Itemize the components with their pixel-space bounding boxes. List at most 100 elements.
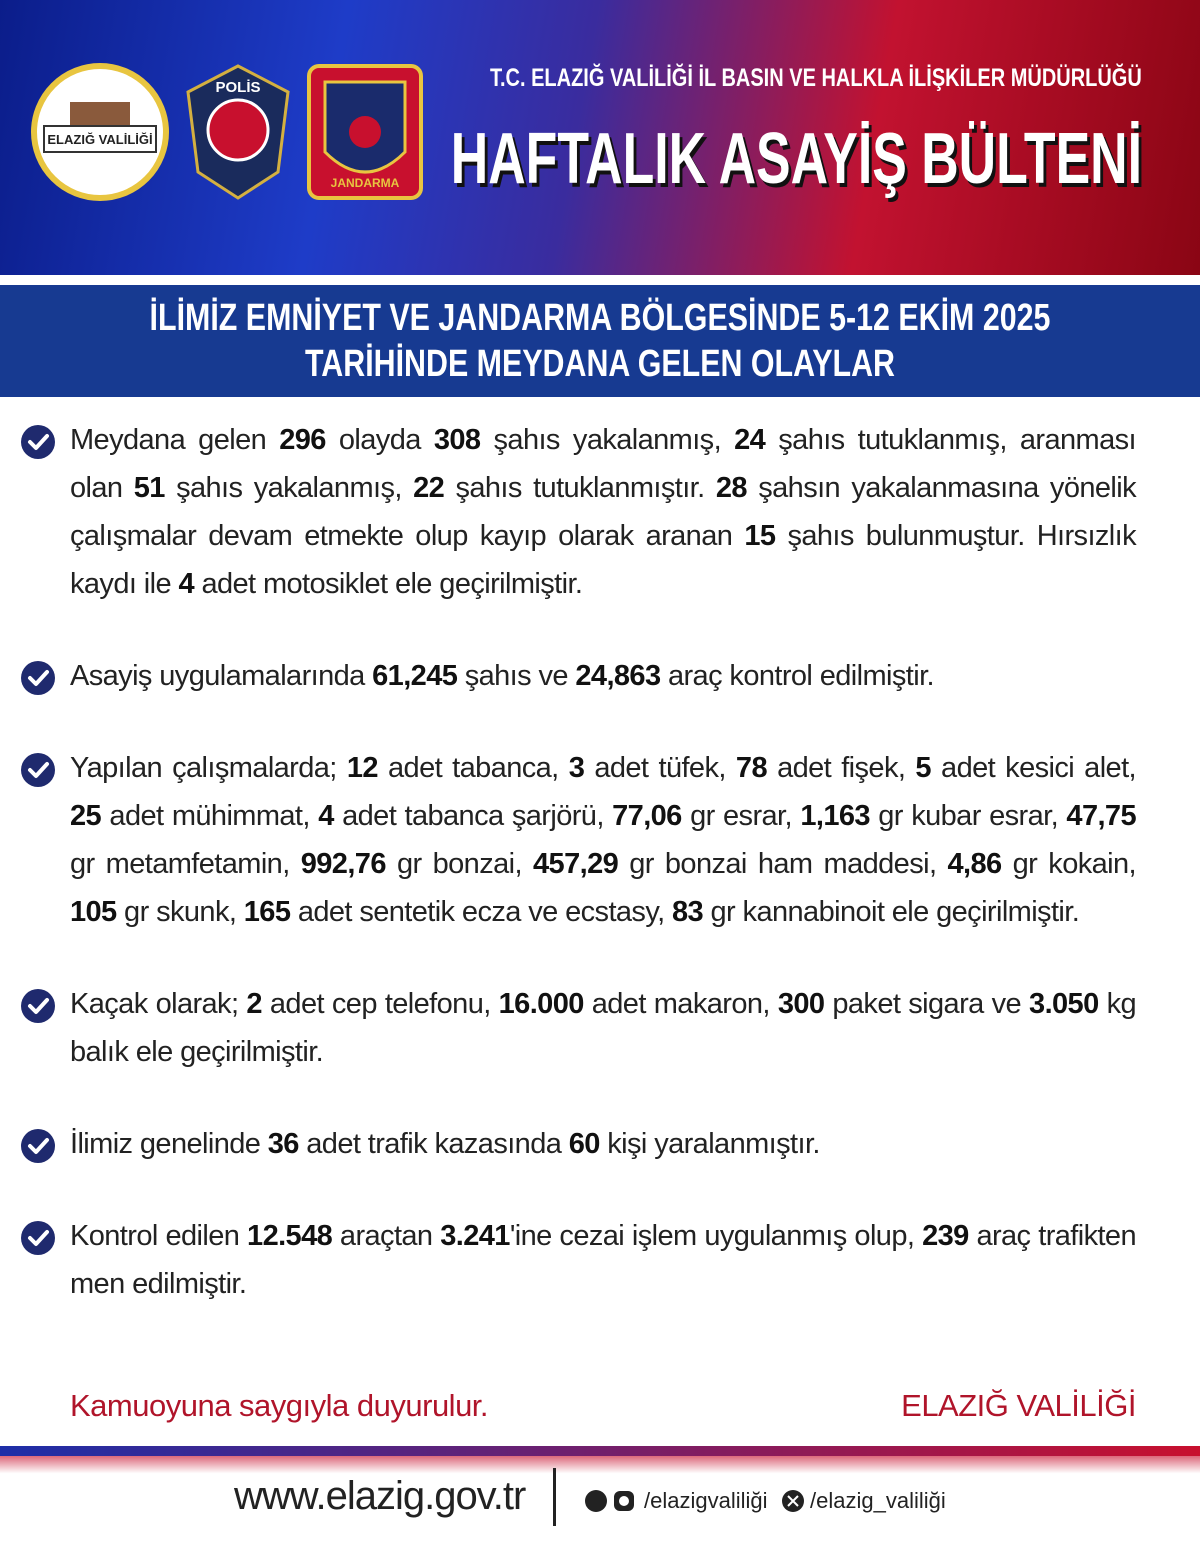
figure: 60: [568, 1128, 601, 1160]
text-segment: gr skunk,: [116, 896, 244, 928]
bulletin-item: İlimiz genelinde 36 adet trafik kazasınd…: [20, 1120, 1136, 1168]
figure: 61,245: [372, 660, 458, 692]
figure: 25: [70, 800, 102, 832]
text-segment: İlimiz genelinde: [70, 1128, 268, 1160]
police-logo: POLİS: [186, 64, 290, 200]
bulletin-body: Meydana gelen 296 olayda 308 şahıs yakal…: [20, 416, 1137, 1308]
text-segment: Kaçak olarak;: [70, 988, 247, 1020]
figure: 16.000: [498, 988, 585, 1020]
separator: [553, 1468, 556, 1526]
text-segment: şahıs bulunmuştur. Hırsızlık kaydı ile: [70, 520, 1137, 600]
figure: 4,86: [947, 848, 1003, 880]
figure: 24: [734, 424, 766, 456]
figure: 77,06: [612, 800, 682, 832]
figure: 4: [318, 800, 334, 832]
text-segment: kg balık ele geçirilmiştir.: [70, 988, 1137, 1068]
text-segment: kişi yaralanmıştır.: [599, 1128, 820, 1160]
figure: 992,76: [300, 848, 387, 880]
figure: 24,863: [575, 660, 661, 692]
text-segment: gr kokain,: [1001, 848, 1137, 880]
item-text: Meydana gelen 296 olayda 308 şahıs yakal…: [70, 416, 1137, 608]
closing: Kamuoyuna saygıyla duyurulur. ELAZIĞ VAL…: [70, 1388, 1136, 1424]
text-segment: araç trafikten men edilmiştir.: [70, 1220, 1137, 1300]
figure: 105: [70, 896, 117, 928]
figure: 2: [246, 988, 262, 1020]
text-segment: şahıs ve: [457, 660, 576, 692]
text-segment: gr bonzai,: [385, 848, 534, 880]
text-segment: adet mühimmat,: [101, 800, 319, 832]
bulletin-item: Kontrol edilen 12.548 araçtan 3.241'ine …: [20, 1212, 1137, 1308]
figure: 12.548: [247, 1220, 333, 1252]
item-text: Kaçak olarak; 2 adet cep telefonu, 16.00…: [70, 980, 1137, 1076]
valilik-logo: ELAZIĞ VALİLİĞİ: [31, 63, 169, 201]
figure: 5: [915, 752, 931, 784]
figure: 300: [777, 988, 825, 1020]
figure: 3.241: [440, 1220, 510, 1252]
logo-label: ELAZIĞ VALİLİĞİ: [47, 132, 152, 147]
banner: İLİMİZ EMNİYET VE JANDARMA BÖLGESİNDE 5-…: [0, 285, 1200, 397]
text-segment: adet tabanca şarjörü,: [333, 800, 613, 832]
x-icon: [782, 1490, 804, 1512]
text-segment: olayda: [325, 424, 434, 456]
bulletin-item: Meydana gelen 296 olayda 308 şahıs yakal…: [20, 416, 1137, 608]
text-segment: şahsın yakalanmasına yönelik çalışmalar …: [70, 472, 1137, 552]
website: www.elazig.gov.tr: [234, 1474, 526, 1518]
logo-label: JANDARMA: [331, 176, 400, 190]
check-icon: [21, 989, 55, 1023]
text-segment: adet tüfek,: [584, 752, 736, 784]
social-handle: /elazig_valiliği: [810, 1488, 946, 1513]
figure: 83: [672, 896, 704, 928]
figure: 1,163: [800, 800, 870, 832]
text-segment: şahıs yakalanmış,: [164, 472, 414, 504]
text-segment: şahıs yakalanmış,: [480, 424, 735, 456]
figure: 51: [133, 472, 166, 504]
text-segment: şahıs tutuklanmıştır.: [444, 472, 716, 504]
figure: 4: [178, 568, 194, 600]
figure: 308: [433, 424, 481, 456]
figure: 47,75: [1066, 800, 1136, 832]
figure: 165: [243, 896, 291, 928]
logo-label: POLİS: [215, 79, 260, 96]
figure: 28: [715, 472, 748, 504]
footer-bar: [0, 1446, 1200, 1456]
figure: 239: [922, 1220, 969, 1252]
text-segment: şahıs tutuklanmış, aranması olan: [70, 424, 1137, 504]
text-segment: 'ine cezai işlem uygulanmış olup,: [509, 1220, 923, 1252]
social-icons: [585, 1490, 634, 1512]
text-segment: adet makaron,: [583, 988, 778, 1020]
figure: 3: [568, 752, 585, 784]
figure: 22: [413, 472, 445, 504]
bulletin-item: Kaçak olarak; 2 adet cep telefonu, 16.00…: [20, 980, 1137, 1076]
item-text: İlimiz genelinde 36 adet trafik kazasınd…: [70, 1120, 820, 1168]
social-handle: /elazigvaliliği: [644, 1488, 768, 1513]
check-icon: [21, 753, 55, 787]
bulletin-item: Asayiş uygulamalarında 61,245 şahıs ve 2…: [20, 652, 1136, 700]
text-segment: araç kontrol edilmiştir.: [660, 660, 935, 692]
text-segment: gr kannabinoit ele geçirilmiştir.: [703, 896, 1080, 928]
figure: 15: [744, 520, 776, 552]
closing-right: ELAZIĞ VALİLİĞİ: [901, 1388, 1136, 1423]
banner-line: İLİMİZ EMNİYET VE JANDARMA BÖLGESİNDE 5-…: [149, 297, 1051, 339]
header-title: HAFTALIK ASAYİŞ BÜLTENİ: [450, 119, 1142, 199]
check-icon: [21, 661, 55, 695]
header-subtitle: T.C. ELAZIĞ VALİLİĞİ İL BASIN VE HALKLA …: [490, 64, 1142, 92]
text-segment: Yapılan çalışmalarda;: [70, 752, 347, 784]
item-text: Asayiş uygulamalarında 61,245 şahıs ve 2…: [70, 652, 935, 700]
check-icon: [21, 425, 55, 459]
header: ELAZIĞ VALİLİĞİ POLİS JANDARMA T.C. ELAZ…: [0, 0, 1200, 275]
figure: 12: [346, 752, 379, 784]
footer: www.elazig.gov.tr /elazigvaliliği /elazi…: [0, 1446, 1200, 1544]
closing-left: Kamuoyuna saygıyla duyurulur.: [70, 1388, 489, 1423]
text-segment: gr esrar,: [681, 800, 801, 832]
item-text: Yapılan çalışmalarda; 12 adet tabanca, 3…: [70, 744, 1137, 936]
text-segment: adet cep telefonu,: [261, 988, 499, 1020]
text-segment: araçtan: [332, 1220, 441, 1252]
text-segment: Meydana gelen: [70, 424, 280, 456]
figure: 457,29: [533, 848, 619, 880]
item-text: Kontrol edilen 12.548 araçtan 3.241'ine …: [70, 1212, 1137, 1308]
text-segment: Asayiş uygulamalarında: [70, 660, 373, 692]
text-segment: adet kesici alet,: [930, 752, 1137, 784]
banner-line: TARİHİNDE MEYDANA GELEN OLAYLAR: [304, 343, 895, 385]
figure: 3.050: [1029, 988, 1099, 1020]
